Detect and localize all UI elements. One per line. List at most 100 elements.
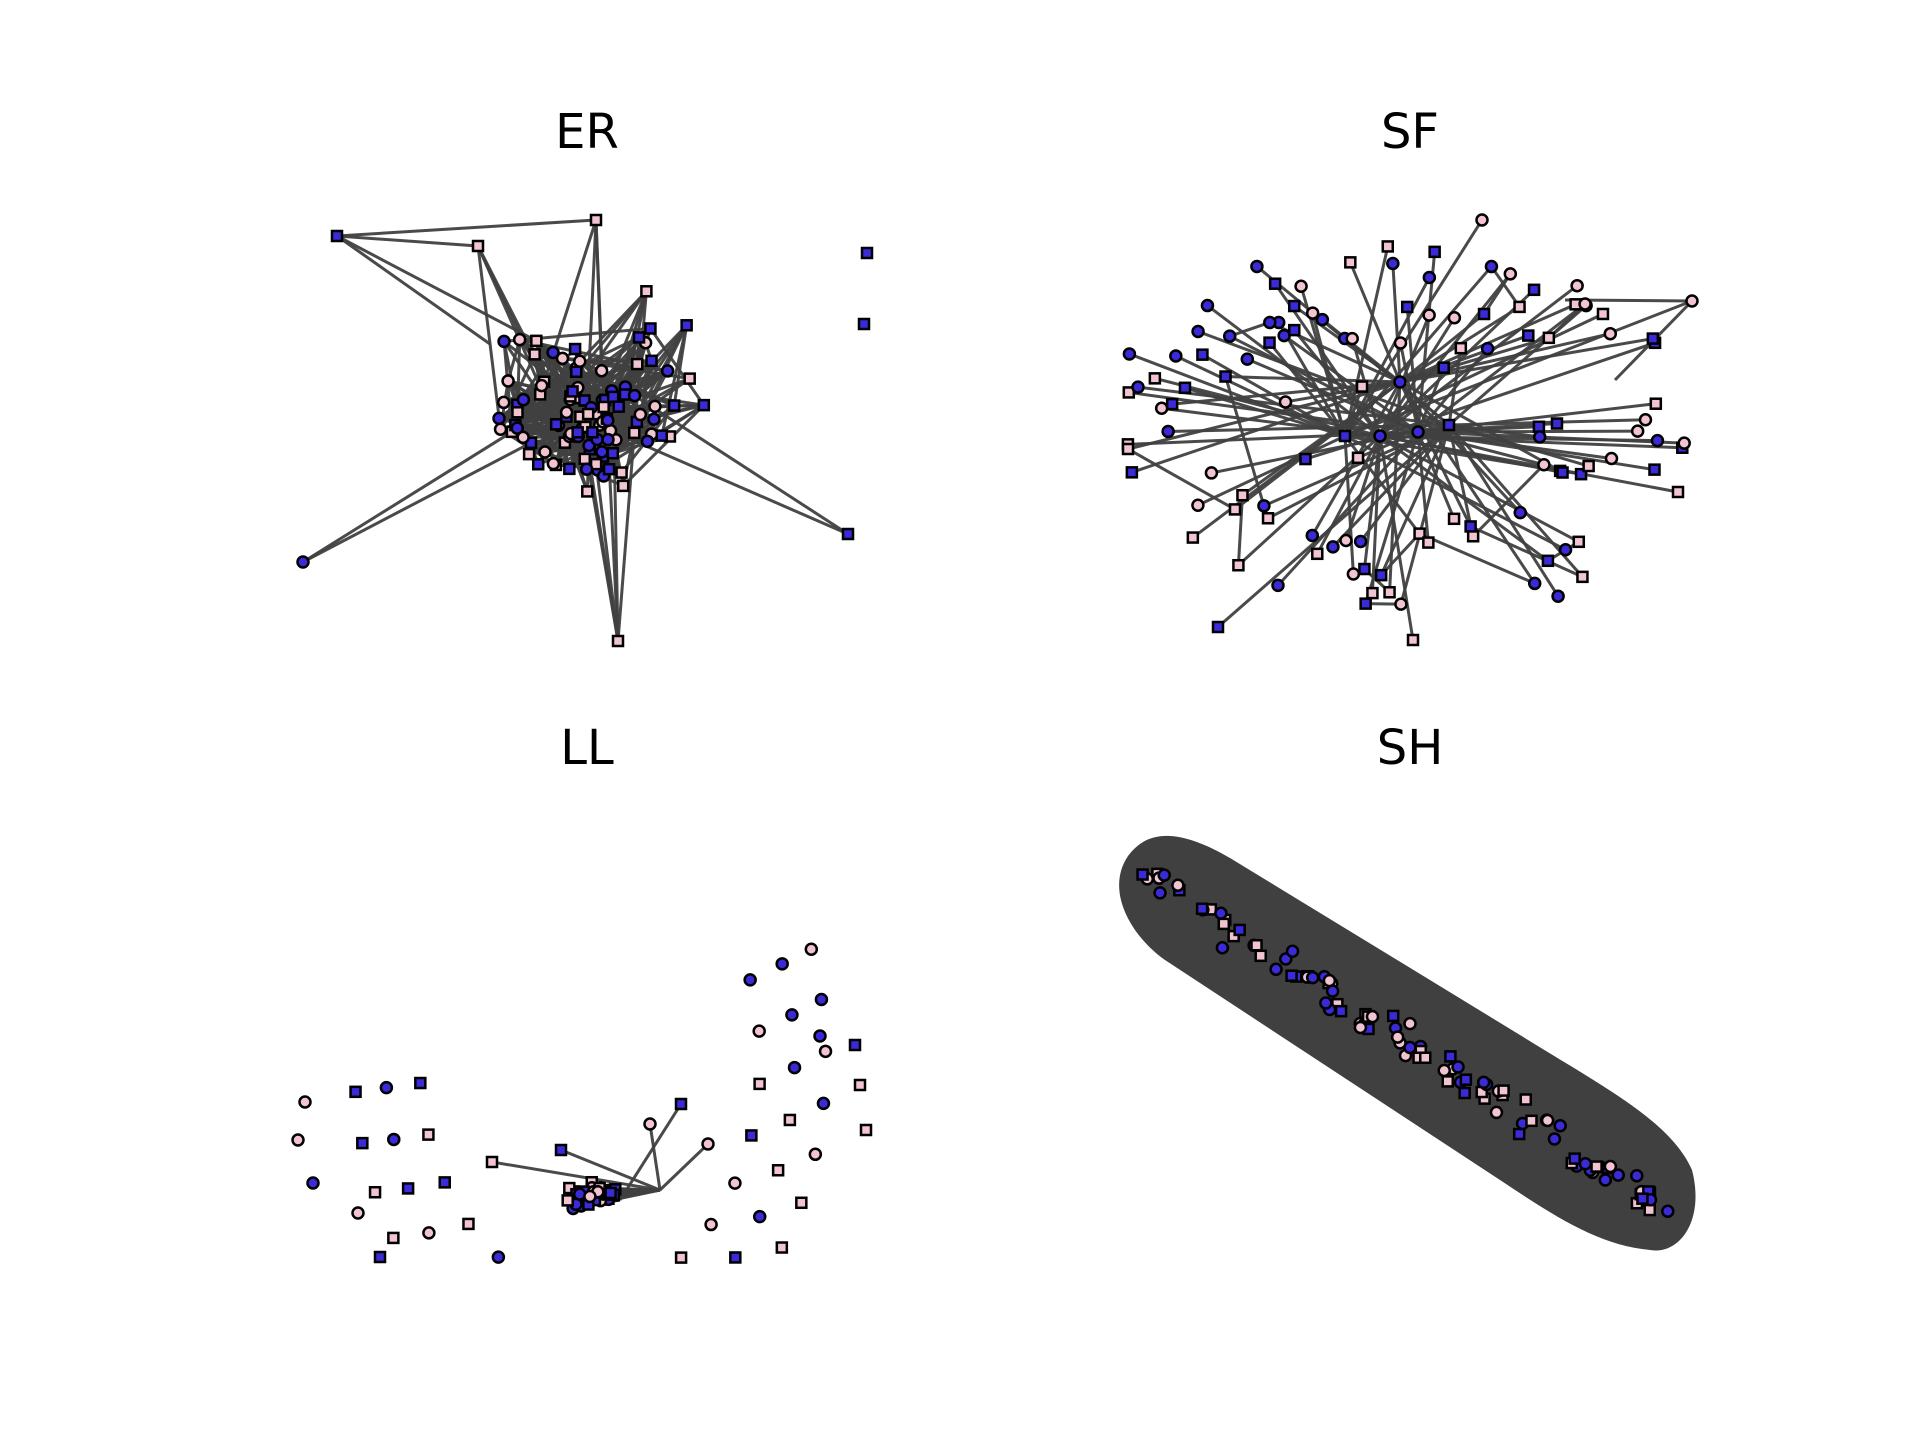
sf-edge bbox=[1255, 265, 1450, 427]
sh-nodes bbox=[1136, 867, 1675, 1219]
sf-node bbox=[1596, 307, 1610, 321]
sh-node bbox=[1636, 1192, 1649, 1205]
ll-node bbox=[373, 1250, 387, 1264]
ll-node bbox=[356, 1136, 369, 1150]
sf-node bbox=[1165, 397, 1179, 411]
sf-node bbox=[1315, 312, 1330, 327]
sf-node bbox=[1311, 547, 1324, 561]
sf-edge bbox=[1399, 337, 1654, 384]
sf-node bbox=[1373, 429, 1387, 443]
er-node bbox=[632, 331, 646, 344]
er-node bbox=[640, 285, 653, 298]
ll-node bbox=[804, 942, 819, 956]
er-node bbox=[573, 354, 587, 369]
er-node bbox=[644, 322, 657, 335]
er-node bbox=[857, 317, 871, 331]
sf-node bbox=[1250, 259, 1264, 274]
sf-node bbox=[1428, 245, 1441, 259]
sf-node bbox=[1222, 329, 1237, 343]
ll-node bbox=[554, 1143, 568, 1157]
sh-node bbox=[1390, 1030, 1405, 1044]
sf-edge bbox=[1276, 430, 1420, 587]
ll-node bbox=[306, 1176, 320, 1190]
sf-node bbox=[1503, 267, 1518, 281]
sf-edges bbox=[1127, 219, 1694, 641]
er-node bbox=[501, 374, 515, 388]
sf-edge bbox=[1293, 329, 1382, 437]
sh-node bbox=[1458, 1086, 1471, 1100]
sf-node bbox=[1345, 331, 1359, 346]
panel-sf: SF bbox=[1121, 104, 1699, 647]
er-node bbox=[606, 390, 620, 404]
sf-node bbox=[1527, 576, 1542, 591]
panel-er: ER bbox=[296, 104, 874, 648]
ll-node bbox=[745, 1129, 758, 1142]
er-node bbox=[538, 445, 552, 459]
sf-node bbox=[1228, 503, 1242, 516]
sh-node bbox=[1437, 1063, 1451, 1078]
ll-node bbox=[816, 1096, 831, 1111]
sf-node bbox=[1326, 540, 1340, 554]
er-node bbox=[683, 372, 696, 385]
sh-node bbox=[1153, 886, 1167, 900]
sf-node bbox=[1393, 336, 1408, 350]
sf-node bbox=[1355, 380, 1369, 393]
sf-node bbox=[1344, 256, 1357, 269]
er-node bbox=[640, 434, 655, 449]
sf-node bbox=[1268, 277, 1282, 290]
ll-node bbox=[351, 1206, 365, 1220]
sf-edge bbox=[1217, 423, 1450, 629]
sf-node bbox=[1542, 331, 1556, 345]
ll-node bbox=[422, 1128, 435, 1141]
sf-edge bbox=[1343, 219, 1484, 437]
sf-node bbox=[1294, 279, 1308, 294]
sf-node bbox=[1236, 488, 1249, 502]
sf-edge bbox=[1127, 430, 1419, 446]
er-node bbox=[631, 357, 644, 371]
sf-node bbox=[1650, 433, 1665, 448]
er-node bbox=[586, 426, 599, 439]
sh-node bbox=[1305, 970, 1320, 985]
panel-title-sf: SF bbox=[1381, 104, 1439, 160]
er-edge bbox=[660, 324, 689, 436]
sh-node bbox=[1441, 1075, 1454, 1088]
sh-node bbox=[1643, 1203, 1656, 1217]
ll-node bbox=[561, 1194, 574, 1207]
sf-edge bbox=[1482, 273, 1512, 315]
er-edge bbox=[336, 234, 491, 346]
sf-edge bbox=[1128, 352, 1346, 438]
sf-edge bbox=[1388, 381, 1402, 593]
sf-node bbox=[1381, 240, 1395, 253]
sf-node bbox=[1477, 307, 1491, 321]
sf-edge bbox=[1127, 447, 1236, 511]
sf-node bbox=[1383, 586, 1396, 599]
sh-node bbox=[1489, 1105, 1504, 1120]
sf-node bbox=[1204, 466, 1219, 480]
er-edge bbox=[503, 326, 651, 343]
sf-node bbox=[1522, 329, 1535, 342]
er-edge bbox=[336, 218, 597, 238]
panel-ll: LL bbox=[291, 720, 873, 1264]
sf-node bbox=[1271, 578, 1285, 593]
sf-node bbox=[1339, 533, 1353, 548]
er-nodes bbox=[296, 213, 874, 648]
er-node bbox=[546, 456, 561, 471]
er-edge bbox=[633, 394, 849, 536]
ll-node bbox=[783, 1113, 797, 1127]
ll-nodes bbox=[291, 942, 873, 1264]
er-edge bbox=[611, 336, 641, 398]
er-node bbox=[579, 462, 594, 477]
sf-edge bbox=[1224, 376, 1266, 507]
er-edge bbox=[638, 360, 654, 415]
er-node bbox=[601, 413, 615, 428]
ll-node bbox=[785, 1008, 799, 1022]
ll-node bbox=[462, 1217, 475, 1231]
sf-node bbox=[1196, 348, 1209, 361]
sf-node bbox=[1305, 528, 1320, 543]
sf-edge bbox=[1268, 341, 1347, 437]
sh-node bbox=[1451, 1060, 1465, 1074]
sh-node bbox=[1603, 1159, 1618, 1174]
sf-node bbox=[1191, 498, 1205, 513]
er-node bbox=[647, 412, 661, 426]
er-edge bbox=[476, 245, 503, 430]
